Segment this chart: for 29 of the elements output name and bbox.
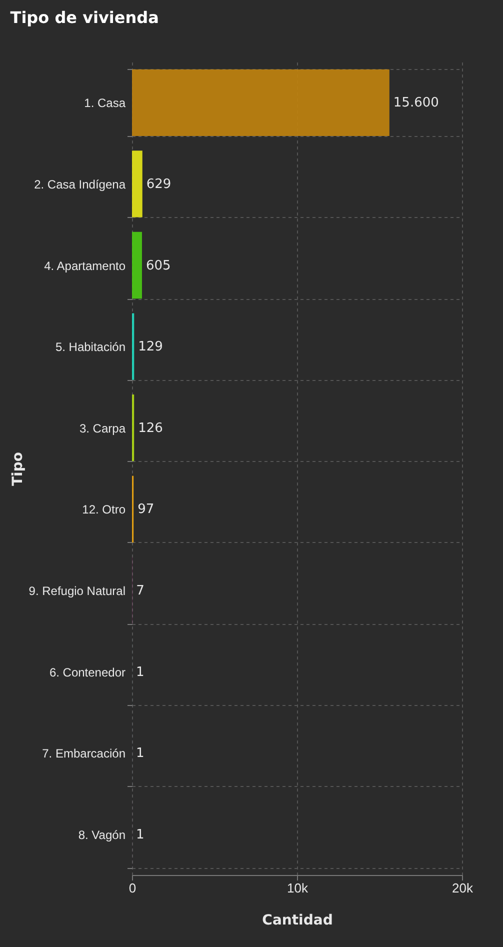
bar — [132, 150, 142, 218]
bar — [132, 232, 142, 299]
data-label: 15.600 — [393, 96, 439, 111]
data-label: 97 — [138, 502, 154, 518]
x-tick-label: 10k — [287, 880, 308, 896]
data-label: 1 — [136, 664, 144, 680]
x-tick-label: 20k — [452, 880, 474, 896]
y-tick-label: 2. Casa Indígena — [34, 177, 126, 192]
y-tick-label: 8. Vagón — [78, 828, 126, 842]
data-label: 629 — [146, 176, 172, 192]
y-tick-label: 5. Habitación — [55, 340, 126, 354]
bar — [132, 69, 390, 136]
data-label: 129 — [138, 340, 163, 355]
data-label: 1 — [136, 746, 144, 762]
y-tick-label: 1. Casa — [84, 96, 126, 110]
y-tick-label: 7. Embarcación — [42, 746, 126, 761]
y-tick-label: 9. Refugio Natural — [28, 584, 126, 598]
data-label: 7 — [136, 583, 144, 598]
y-tick-label: 3. Carpa — [79, 421, 126, 436]
y-tick-label: 12. Otro — [82, 502, 126, 517]
x-axis-title: Cantidad — [262, 912, 333, 928]
y-axis-title: Tipo — [10, 452, 26, 486]
chart-title: Tipo de vivienda — [10, 8, 159, 27]
data-label: 605 — [146, 258, 171, 274]
y-tick-label: 6. Contenedor — [49, 665, 126, 680]
data-label: 1 — [136, 827, 144, 842]
data-label: 126 — [138, 420, 163, 436]
y-tick-label: 4. Apartamento — [44, 258, 126, 273]
x-tick-label: 0 — [128, 880, 136, 896]
